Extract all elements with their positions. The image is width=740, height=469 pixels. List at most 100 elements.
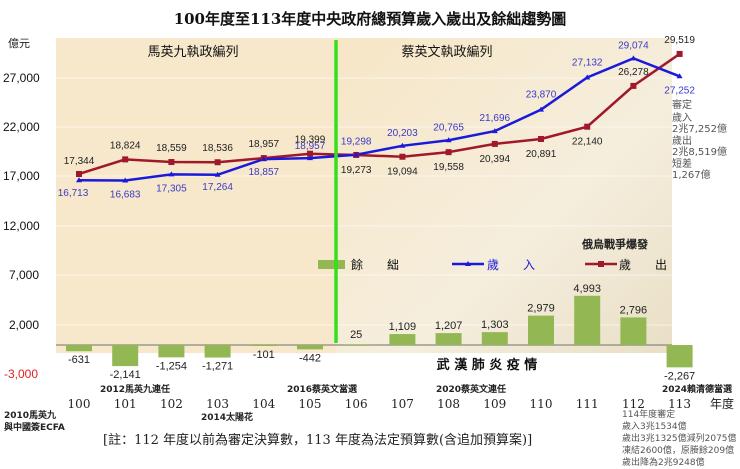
y-tick: 2,000 (9, 318, 39, 332)
expenditure-value-label: 18,536 (202, 143, 233, 154)
y-tick: 17,000 (3, 169, 40, 183)
note-113-line: 2兆7,252億 (672, 122, 727, 135)
x-tick: 112 (622, 397, 645, 411)
era-label-ma: 馬英九執政編列 (147, 44, 238, 60)
surplus-bar-labels: -631 -2,141 -1,254 -1,271 -101 -442 25 1,109 1,2… (68, 283, 695, 383)
surplus-value-label: -631 (68, 354, 90, 366)
expenditure-value-label: 19,558 (433, 162, 464, 173)
surplus-value-label: 1,109 (389, 321, 417, 333)
event-ecfa-2: 與中國簽ECFA (4, 421, 65, 433)
event-ma-reelect: 2012馬英九連任 (100, 383, 170, 395)
x-axis-ticks: 100 101 102 103 104 105 106 107 108 109 110 111 112 1… (68, 397, 692, 411)
y-axis-ticks: 27,000 22,000 17,000 12,000 7,000 2,000 … (3, 71, 40, 381)
y-tick: 7,000 (9, 268, 39, 282)
expenditure-value-label: 18,824 (110, 140, 141, 151)
surplus-value-label: 1,207 (435, 320, 463, 332)
revenue-value-label: 17,264 (202, 182, 233, 193)
x-tick: 108 (437, 397, 460, 411)
expenditure-value-label: 20,891 (526, 149, 557, 160)
revenue-value-label: 23,870 (526, 90, 557, 101)
surplus-value-label: 2,796 (620, 304, 648, 316)
revenue-marker (214, 171, 221, 177)
surplus-value-label: -2,267 (664, 370, 695, 382)
revenue-value-label: 17,305 (156, 183, 187, 194)
expenditure-marker (307, 150, 313, 157)
expenditure-value-label: 22,140 (572, 137, 603, 148)
x-unit-label: 年度 (710, 396, 734, 411)
revenue-marker (353, 151, 360, 157)
surplus-value-label: -101 (253, 349, 275, 361)
surplus-bar (66, 345, 92, 352)
expenditure-marker (445, 149, 452, 156)
legend-revenue-marker (465, 261, 471, 266)
surplus-value-label: -1,254 (156, 360, 187, 372)
revenue-marker (491, 128, 498, 134)
x-tick: 101 (114, 397, 137, 411)
surplus-bar (297, 345, 323, 350)
expenditure-marker (76, 170, 82, 177)
expenditure-marker (122, 156, 129, 163)
note-113-line: 1,267億 (672, 168, 711, 181)
revenue-marker (630, 55, 637, 61)
legend-expenditure-label: 歲 出 (619, 258, 667, 272)
event-tsai-elect: 2016蔡英文當選 (287, 383, 358, 395)
expenditure-marker (630, 82, 637, 89)
surplus-value-label: 1,303 (481, 319, 509, 331)
expenditure-marker (168, 159, 175, 166)
legend-revenue-label: 歲 入 (487, 258, 535, 272)
x-tick: 110 (530, 397, 553, 411)
note-114-line: 歲出3兆1325億減列2075億 (622, 432, 737, 444)
expenditure-value-label: 26,278 (618, 67, 649, 78)
y-tick: 12,000 (3, 219, 40, 233)
event-tsai-reelect: 2020蔡英文連任 (436, 383, 506, 395)
revenue-value-label: 19,298 (341, 137, 372, 148)
line-data-labels: 16,713 16,683 17,305 17,264 18,857 18,957 19,2… (58, 35, 696, 201)
plot-area-right (336, 38, 672, 353)
expenditure-value-label: 29,519 (664, 35, 695, 46)
revenue-marker (538, 106, 544, 112)
note-113-line: 歲入 (672, 111, 692, 124)
x-tick: 103 (206, 397, 229, 411)
x-tick: 109 (483, 397, 506, 411)
x-tick: 107 (391, 397, 414, 411)
revenue-marker (76, 177, 82, 183)
revenue-value-label: 20,765 (433, 122, 464, 133)
revenue-value-label: 21,696 (480, 113, 511, 124)
surplus-bar (620, 317, 647, 345)
y-unit-label: 億元 (8, 37, 30, 50)
revenue-marker (445, 137, 452, 143)
surplus-value-label: 25 (350, 329, 362, 341)
note-113-line: 歲出 (672, 134, 692, 147)
event-sunflower: 2014太陽花 (201, 411, 253, 423)
expenditure-value-label: 19,399 (295, 135, 326, 146)
y-tick: 27,000 (3, 71, 40, 85)
expenditure-value-label: 18,957 (249, 139, 280, 150)
expenditure-marker (399, 153, 406, 160)
surplus-bar (112, 345, 139, 367)
revenue-marker (122, 177, 129, 183)
surplus-bar (574, 295, 601, 345)
revenue-marker (584, 74, 591, 80)
expenditure-line (78, 52, 681, 176)
x-tick: 113 (668, 397, 691, 411)
footnote: [註：112 年度以前為審定決算數，113 年度為法定預算數(含追加預算案)] (103, 432, 532, 448)
event-lai-elect: 2024賴清德當選 (662, 383, 733, 395)
revenue-value-label: 27,132 (572, 57, 603, 68)
note-113-line: 短差 (672, 157, 692, 170)
surplus-bars (66, 295, 693, 368)
expenditure-marker (214, 159, 221, 166)
note-114-line: 114年度審定 (622, 408, 675, 420)
surplus-value-label: 4,993 (573, 283, 601, 295)
expenditure-value-label: 18,559 (156, 143, 187, 154)
x-tick: 105 (299, 397, 322, 411)
surplus-value-label: -1,271 (202, 361, 233, 373)
revenue-value-label: 16,713 (58, 188, 89, 199)
revenue-value-label: 20,203 (387, 128, 418, 139)
revenue-expenditure-lines (76, 50, 683, 183)
note-114: 114年度審定 歲入3兆1534億 歲出3兆1325億減列2075億 凍結260… (622, 408, 737, 468)
note-113-line: 審定 (672, 98, 692, 111)
surplus-bar (481, 332, 508, 345)
expenditure-marker (676, 50, 683, 57)
expenditure-value-label: 17,344 (64, 156, 95, 167)
